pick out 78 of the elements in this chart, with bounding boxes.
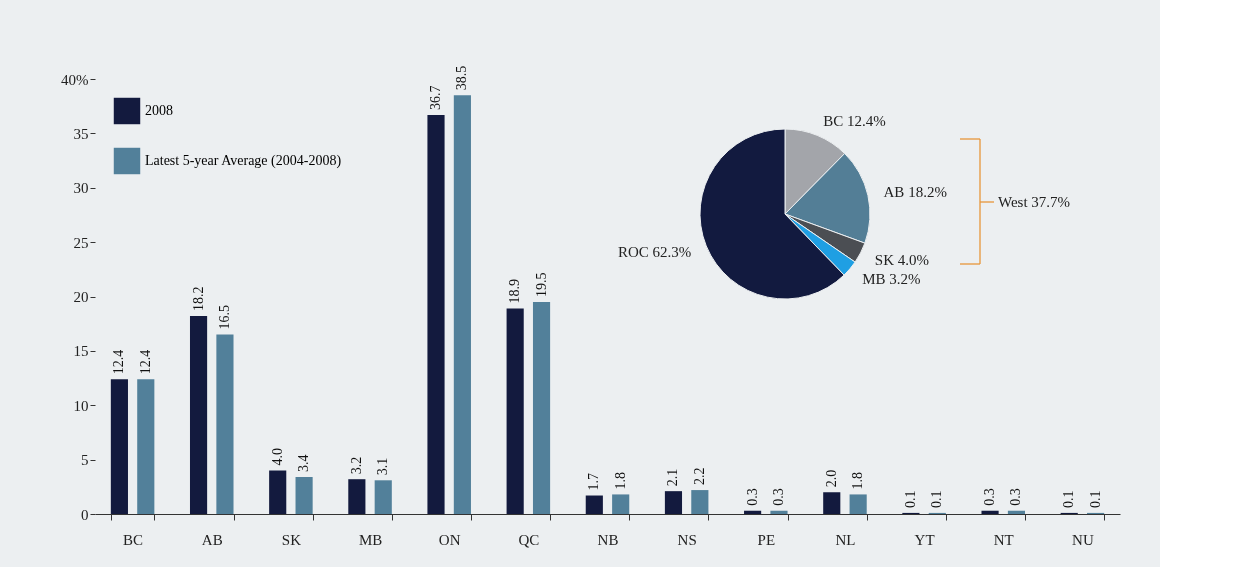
- slice-label: MB 3.2%: [862, 271, 921, 288]
- legend-label: 2008: [145, 103, 173, 118]
- x-tick-label: MB: [358, 531, 383, 548]
- y-tick-label: 40%: [61, 71, 89, 88]
- data-label: 1.8: [612, 471, 628, 490]
- bar: [981, 510, 999, 514]
- x-tick-label: BC: [123, 531, 144, 548]
- bar: [532, 301, 551, 514]
- bar: [453, 95, 471, 514]
- data-label: 3.1: [375, 457, 391, 476]
- slice-label: BC 12.4%: [823, 112, 886, 129]
- data-label: 2.2: [691, 467, 707, 486]
- bar: [585, 495, 603, 514]
- x-tick-label: SK: [281, 531, 302, 548]
- y-tick-label: 0: [81, 506, 89, 523]
- data-label: 18.2: [190, 286, 206, 312]
- bar: [770, 510, 788, 514]
- bar: [216, 334, 234, 514]
- x-tick-label: AB: [201, 531, 223, 548]
- bar: [506, 308, 524, 514]
- slice-label: AB 18.2%: [883, 183, 947, 200]
- y-tick-label: 15: [73, 343, 89, 360]
- bar: [744, 510, 762, 514]
- data-label: 36.7: [428, 85, 444, 110]
- data-label: 4.0: [269, 448, 285, 466]
- x-tick-label: NU: [1072, 531, 1094, 548]
- bar: [849, 494, 867, 514]
- x-tick-label: NS: [677, 531, 697, 548]
- data-label: 38.5: [454, 65, 470, 91]
- data-label: 0.1: [929, 490, 945, 508]
- bar: [374, 480, 392, 514]
- data-label: 0.3: [744, 488, 760, 506]
- data-label: 3.2: [348, 456, 364, 475]
- x-tick-label: PE: [757, 531, 776, 548]
- bar: [269, 470, 287, 514]
- data-label: 18.9: [507, 278, 523, 304]
- bar: [189, 316, 208, 514]
- annotation: West 37.7%: [998, 194, 1071, 210]
- x-tick-label: NL: [835, 531, 856, 548]
- data-label: 1.8: [850, 471, 866, 490]
- x-tick-label: NB: [597, 531, 619, 548]
- data-label: 12.4: [137, 349, 153, 375]
- data-label: 2.0: [823, 469, 839, 488]
- y-tick-label: 35: [73, 125, 89, 142]
- data-label: 0.1: [1087, 490, 1103, 508]
- bar: [295, 477, 313, 514]
- y-tick-label: 5: [81, 452, 89, 469]
- x-tick-label: QC: [518, 531, 540, 548]
- x-tick-label: ON: [438, 531, 461, 548]
- bar: [348, 479, 366, 514]
- data-label: 3.4: [296, 454, 312, 473]
- slice-label: ROC 62.3%: [618, 243, 692, 260]
- data-label: 0.3: [982, 488, 998, 506]
- data-label: 2.1: [665, 468, 681, 487]
- bar: [1007, 510, 1026, 514]
- bar: [612, 494, 630, 514]
- bar: [664, 491, 683, 514]
- data-label: 1.7: [586, 473, 602, 491]
- data-label: 0.3: [1008, 488, 1024, 506]
- bar: [691, 490, 709, 514]
- data-label: 0.3: [770, 488, 786, 506]
- data-label: 12.4: [111, 349, 127, 375]
- data-label: 16.5: [216, 305, 232, 330]
- y-tick-label: 30: [73, 180, 89, 197]
- x-tick-label: NT: [993, 531, 1014, 548]
- y-tick-label: 25: [73, 234, 89, 251]
- legend-label: Latest 5-year Average (2004-2008): [145, 153, 342, 169]
- x-tick-label: YT: [914, 531, 935, 548]
- bar: [823, 492, 841, 514]
- data-label: 0.1: [1061, 490, 1077, 508]
- bar: [137, 379, 155, 514]
- data-label: 0.1: [902, 490, 918, 508]
- data-label: 19.5: [533, 272, 549, 297]
- y-tick-label: 10: [73, 397, 89, 414]
- bar: [110, 379, 128, 514]
- slice-label: SK 4.0%: [874, 252, 929, 269]
- bar: [427, 114, 445, 514]
- y-tick-label: 20: [73, 289, 89, 305]
